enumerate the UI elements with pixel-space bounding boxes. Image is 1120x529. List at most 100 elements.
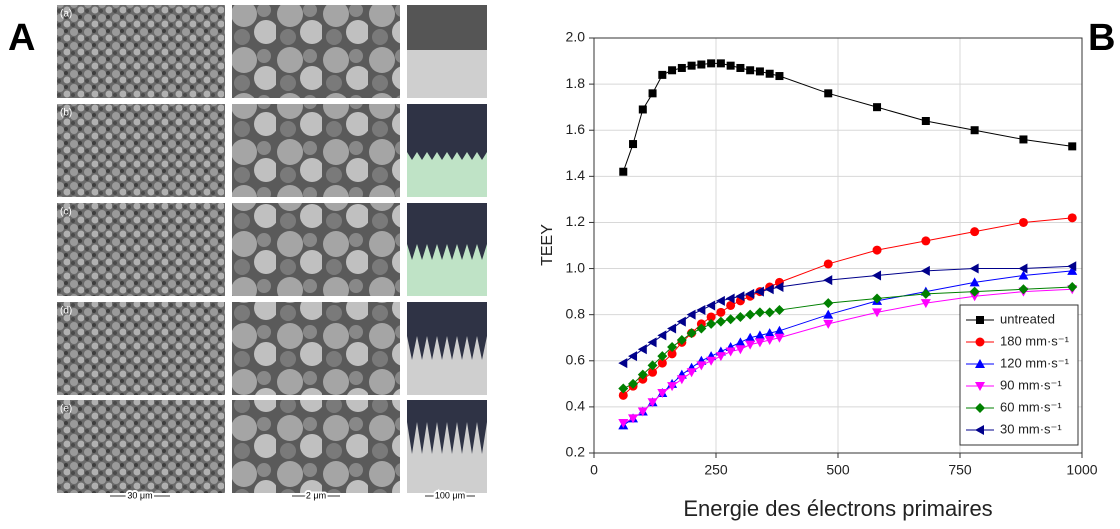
legend-label: 30 mm·s⁻¹ [1000,421,1062,436]
x-tick-label: 500 [826,462,850,478]
marker [872,245,882,255]
sem-image [57,203,225,296]
marker [754,307,765,318]
marker [764,328,775,338]
marker [657,389,668,399]
y-tick-label: 0.8 [566,305,586,321]
marker [736,63,745,72]
marker [629,140,638,149]
marker [697,60,706,69]
marker [716,59,725,68]
marker [872,270,882,281]
marker [775,72,784,81]
marker [872,293,883,304]
marker [735,291,745,302]
marker [706,356,717,366]
marker [618,383,629,394]
legend-marker [976,316,984,324]
marker [745,340,756,350]
marker [1018,217,1028,227]
sem-image [232,400,400,493]
marker [726,300,736,310]
legend-marker [975,337,985,347]
marker [638,105,647,114]
y-tick-label: 1.0 [566,259,586,275]
legend-box [959,304,1079,446]
marker [1018,284,1029,295]
marker [647,360,658,371]
marker [969,277,980,287]
marker [696,323,707,334]
sem-image [57,104,225,197]
marker [764,307,775,318]
marker [696,305,706,316]
marker [715,295,725,306]
sem-image [232,104,400,197]
marker [726,61,735,70]
marker [745,288,755,299]
marker [1067,261,1077,272]
marker [676,335,687,346]
row-label: (e) [60,404,72,415]
marker [725,293,735,304]
marker [706,318,717,329]
marker [618,419,629,429]
legend-marker [975,359,985,368]
marker [686,309,696,320]
marker [667,323,677,334]
marker [706,312,716,322]
marker [619,167,628,176]
marker [657,330,667,341]
marker [657,351,668,362]
marker [648,89,657,98]
marker [764,284,774,295]
marker [1068,142,1077,151]
legend-label: 120 mm·s⁻¹ [1000,355,1070,370]
marker [696,361,707,371]
marker [969,263,979,274]
marker [754,330,765,340]
marker [735,345,746,355]
marker [686,368,697,378]
marker [647,398,658,408]
sem-images: (a) (b) (c) (d) (e) [57,5,487,493]
marker [667,382,678,392]
marker [1067,265,1078,275]
row-label: (a) [60,9,72,20]
marker [765,69,774,78]
marker [823,309,834,319]
marker [667,349,677,359]
cross-section-substrate [407,422,487,493]
marker [628,378,639,389]
marker [970,126,979,135]
marker [921,117,930,125]
marker [677,63,686,72]
scale-label: 100 μm [435,490,465,500]
marker [823,319,834,329]
marker [715,352,726,362]
panel-label: B [1088,17,1115,59]
legend-label: 180 mm·s⁻¹ [1000,333,1070,348]
marker [1067,282,1078,292]
panel-label: A [8,17,35,59]
marker [1067,213,1077,223]
sem-image [232,203,400,296]
marker [754,338,765,348]
y-tick-label: 1.6 [566,121,586,137]
marker [657,358,667,368]
axes-frame [593,37,1083,454]
marker [755,67,764,76]
marker [774,333,785,343]
marker [745,309,756,320]
marker [725,347,736,357]
marker [618,390,628,400]
marker [970,227,980,237]
marker [764,336,775,346]
marker [1018,270,1029,280]
scale-label: 2 μm [306,490,326,500]
marker [774,325,785,335]
marker [658,70,667,79]
marker [1019,135,1028,144]
sem-image [57,400,225,493]
